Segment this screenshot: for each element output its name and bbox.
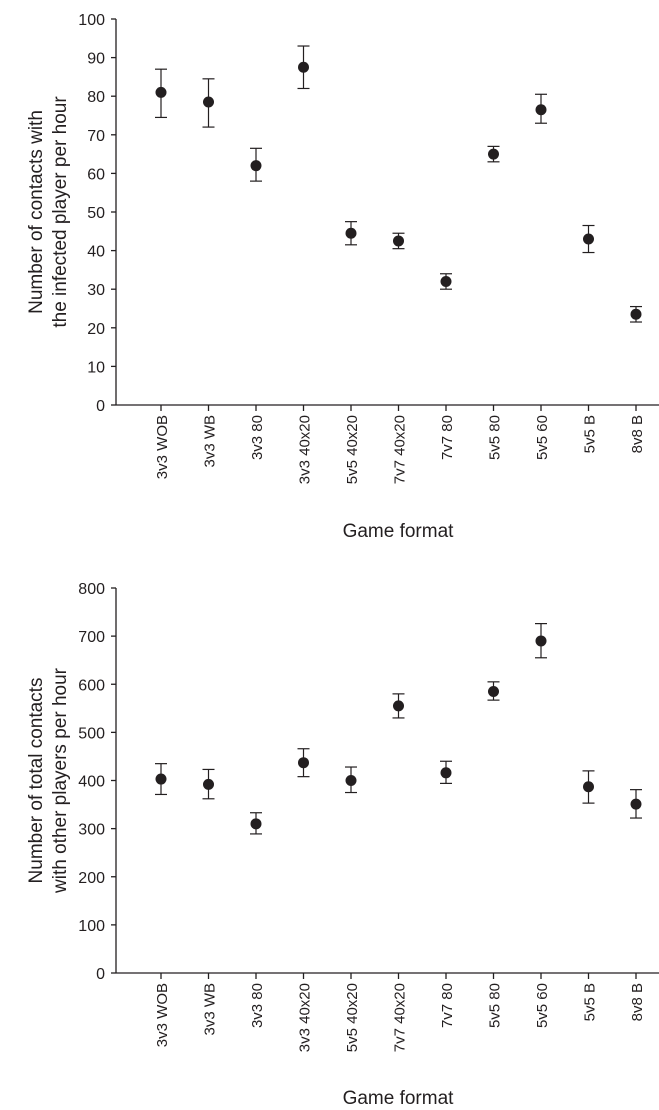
x-tick-label: 5v5 80 [487,983,504,1028]
y-tick-label: 80 [87,89,105,106]
x-tick-label: 7v7 80 [439,983,456,1028]
y-tick-label: 20 [87,321,105,338]
y-axis-title-line: Number of contacts with [26,110,47,314]
y-tick-label: 40 [87,244,105,261]
y-tick-label: 70 [87,128,105,145]
x-tick-label: 3v3 WB [202,983,219,1036]
x-tick-label: 3v3 80 [249,415,266,460]
chart-1: 0 10 20 30 40 50 60 70 80 90 100 Number of contacts… [26,12,659,542]
y-tick-label: 0 [96,966,105,983]
y-axis-title-line: Number of total contacts [26,678,47,884]
y-tick-label: 300 [78,822,105,839]
data-point [203,96,214,108]
data-point [155,86,167,98]
data-point [155,773,167,785]
y-tick-label: 90 [87,51,105,68]
y-tick-label: 10 [87,359,105,376]
y-tick-label: 500 [78,725,105,742]
y-tick-label: 100 [78,918,105,935]
x-tick-label: 3v3 40x20 [297,983,314,1052]
x-tick-label: 8v8 B [629,983,646,1021]
data-point [630,798,642,810]
x-tick-label: 3v3 WB [202,415,219,468]
data-point [488,685,499,697]
x-tick-label: 5v5 B [582,983,599,1021]
data-point [298,61,309,73]
x-tick-label: 5v5 60 [534,983,551,1028]
data-point [583,781,594,793]
data-point [345,775,357,786]
y-axis-title-line: with other players per hour [50,667,71,894]
y-tick-label: 600 [78,677,105,694]
y-tick-label: 100 [78,12,105,29]
y-axis-title-line: the infected player per hour [50,96,71,328]
y-tick-label: 30 [87,282,105,299]
data-point [440,767,452,779]
x-tick-label: 8v8 B [629,415,646,453]
data-point [250,818,262,830]
y-tick-label: 50 [87,205,105,222]
data-point [535,104,547,116]
data-point [393,700,404,712]
data-point [203,778,214,790]
y-axis-title: Number of total contacts with other playe… [26,667,71,894]
y-tick-label: 0 [96,398,105,415]
y-axis-title: Number of contacts with the infected play… [26,96,71,328]
chart-2: 0 100 200 300 400 500 600 700 800 Number of total… [26,581,659,1109]
x-axis-title: Game format [343,1088,455,1109]
data-point [298,757,309,769]
y-tick-label: 200 [78,870,105,887]
x-tick-label: 5v5 60 [534,415,551,460]
data-point [630,308,642,320]
x-tick-label: 5v5 40x20 [344,983,361,1052]
data-point [345,227,357,239]
x-tick-label: 7v7 80 [439,415,456,460]
data-point [393,235,404,247]
data-point [440,275,452,287]
data-point [535,635,547,647]
x-tick-label: 5v5 40x20 [344,415,361,484]
data-point [488,148,499,160]
x-tick-label: 7v7 40x20 [392,983,409,1052]
y-tick-label: 60 [87,166,105,183]
data-point [250,160,262,172]
x-tick-label: 3v3 WOB [154,983,171,1047]
y-tick-label: 400 [78,774,105,791]
y-tick-label: 800 [78,581,105,598]
y-tick-label: 700 [78,629,105,646]
x-tick-label: 3v3 40x20 [297,415,314,484]
data-point [583,233,594,245]
x-tick-label: 3v3 80 [249,983,266,1028]
x-tick-label: 5v5 B [582,415,599,453]
x-axis-title: Game format [343,521,455,542]
x-tick-label: 7v7 40x20 [392,415,409,484]
x-tick-label: 3v3 WOB [154,415,171,479]
x-tick-label: 5v5 80 [487,415,504,460]
